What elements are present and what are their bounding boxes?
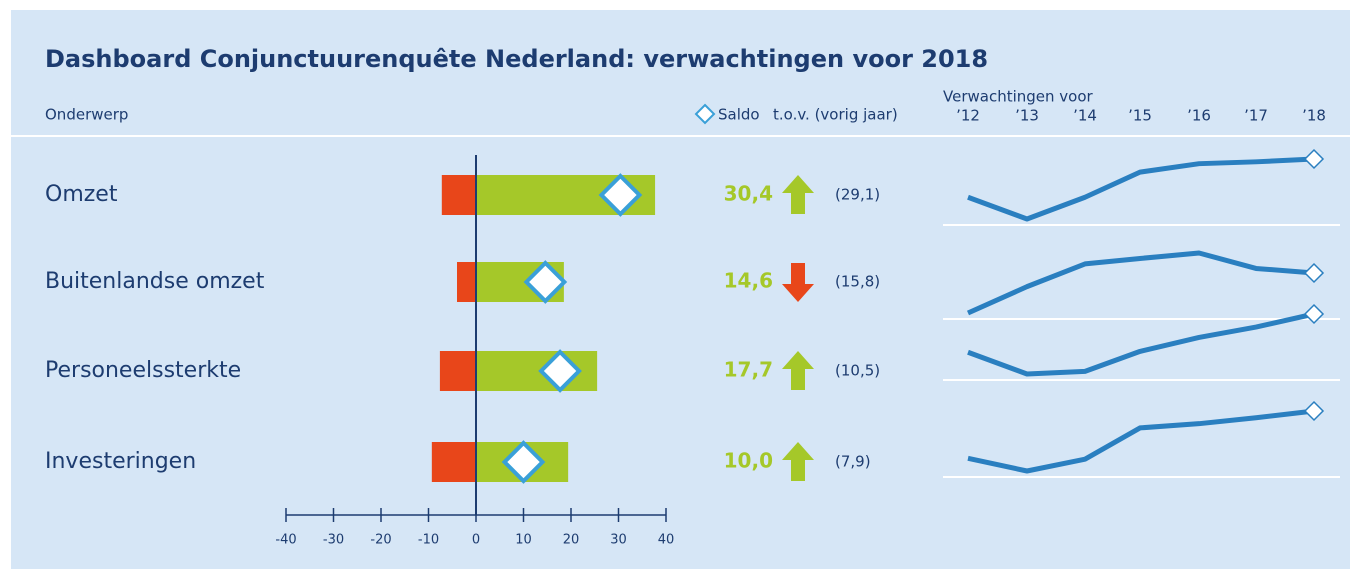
- year-label: ’14: [1073, 107, 1097, 125]
- saldo-marker: [523, 260, 568, 304]
- saldo-label: 14,6: [724, 269, 773, 293]
- year-label: ’18: [1302, 107, 1326, 125]
- negative-bar: [431, 442, 476, 482]
- trend-end-marker: [1303, 303, 1325, 325]
- saldo-label: 10,0: [724, 449, 773, 473]
- x-tick-label: -20: [370, 533, 391, 548]
- row-label: Buitenlandse omzet: [45, 269, 265, 294]
- row-label: Investeringen: [45, 449, 196, 474]
- saldo-label: 30,4: [724, 182, 773, 206]
- year-label: ’16: [1187, 107, 1211, 125]
- row-label: Omzet: [45, 182, 118, 207]
- previous-label: (7,9): [835, 453, 871, 471]
- year-label: ’13: [1015, 107, 1039, 125]
- arrow-down: [782, 263, 814, 302]
- arrow-up: [782, 442, 814, 481]
- negative-bar: [457, 262, 476, 302]
- trend-end-marker: [1303, 148, 1325, 170]
- trend-end-marker: [1303, 262, 1325, 284]
- previous-label: (10,5): [835, 362, 880, 380]
- x-tick-label: -40: [275, 533, 296, 548]
- title: Dashboard Conjunctuurenquête Nederland: …: [45, 45, 988, 73]
- negative-bar: [441, 175, 476, 215]
- row-label: Personeelssterkte: [45, 358, 241, 383]
- year-label: ’12: [956, 107, 980, 125]
- saldo-label: 17,7: [724, 358, 773, 382]
- saldo-marker: [598, 173, 643, 217]
- year-label: ’17: [1244, 107, 1268, 125]
- trend-line: [967, 311, 1315, 377]
- x-tick-label: 40: [658, 533, 675, 548]
- trend-line: [967, 408, 1315, 474]
- x-tick-label: 0: [472, 533, 480, 548]
- panel: [11, 10, 1350, 569]
- saldo-marker: [501, 440, 546, 484]
- saldo-icon: [694, 103, 716, 125]
- subject-header: Onderwerp: [45, 106, 128, 124]
- saldo-header: Saldo: [718, 106, 760, 124]
- x-tick-label: -30: [323, 533, 344, 548]
- x-tick-label: 10: [515, 533, 532, 548]
- saldo-marker: [538, 349, 582, 393]
- negative-bar: [439, 351, 476, 391]
- previous-label: (29,1): [835, 186, 880, 204]
- arrow-up: [782, 351, 814, 390]
- x-tick-label: -10: [418, 533, 439, 548]
- trend-line: [967, 156, 1315, 222]
- previous-label: (15,8): [835, 273, 880, 291]
- trend-line: [966, 250, 1315, 316]
- compare-header: t.o.v. (vorig jaar): [773, 106, 898, 124]
- trend-header: Verwachtingen voor: [943, 88, 1094, 106]
- arrow-up: [782, 175, 814, 214]
- trend-end-marker: [1303, 400, 1325, 422]
- x-tick-label: 20: [563, 533, 580, 548]
- x-tick-label: 30: [610, 533, 627, 548]
- year-label: ’15: [1128, 107, 1152, 125]
